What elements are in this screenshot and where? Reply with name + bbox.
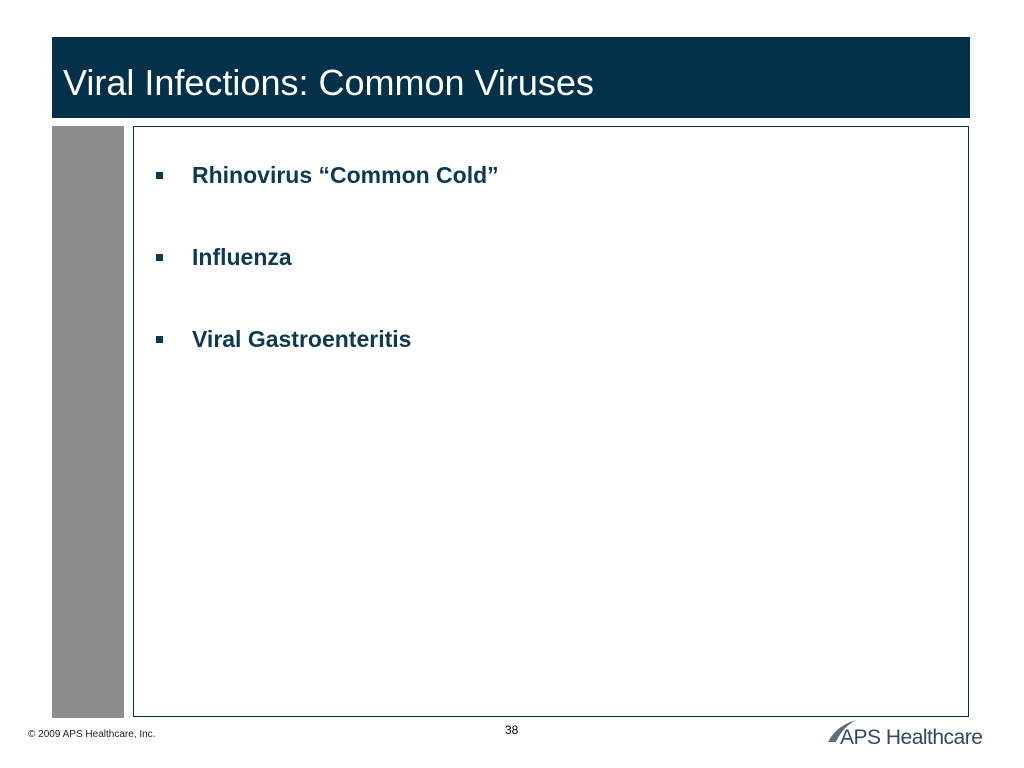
slide-title: Viral Infections: Common Viruses <box>63 62 594 103</box>
bullet-item: Rhinovirus “Common Cold” <box>156 162 499 188</box>
content-box: Rhinovirus “Common Cold” Influenza Viral… <box>133 126 969 717</box>
side-bar <box>52 126 124 718</box>
page-number: 38 <box>505 723 519 737</box>
title-bar: Viral Infections: Common Viruses <box>52 37 970 118</box>
logo-text: APS Healthcare <box>840 726 983 749</box>
logo-swoosh <box>828 720 856 742</box>
logo: APS Healthcare <box>826 718 983 754</box>
bullet-item: Viral Gastroenteritis <box>155 326 412 352</box>
bullet-item: Influenza <box>156 244 292 270</box>
copyright: © 2009 APS Healthcare, Inc. <box>28 729 156 740</box>
